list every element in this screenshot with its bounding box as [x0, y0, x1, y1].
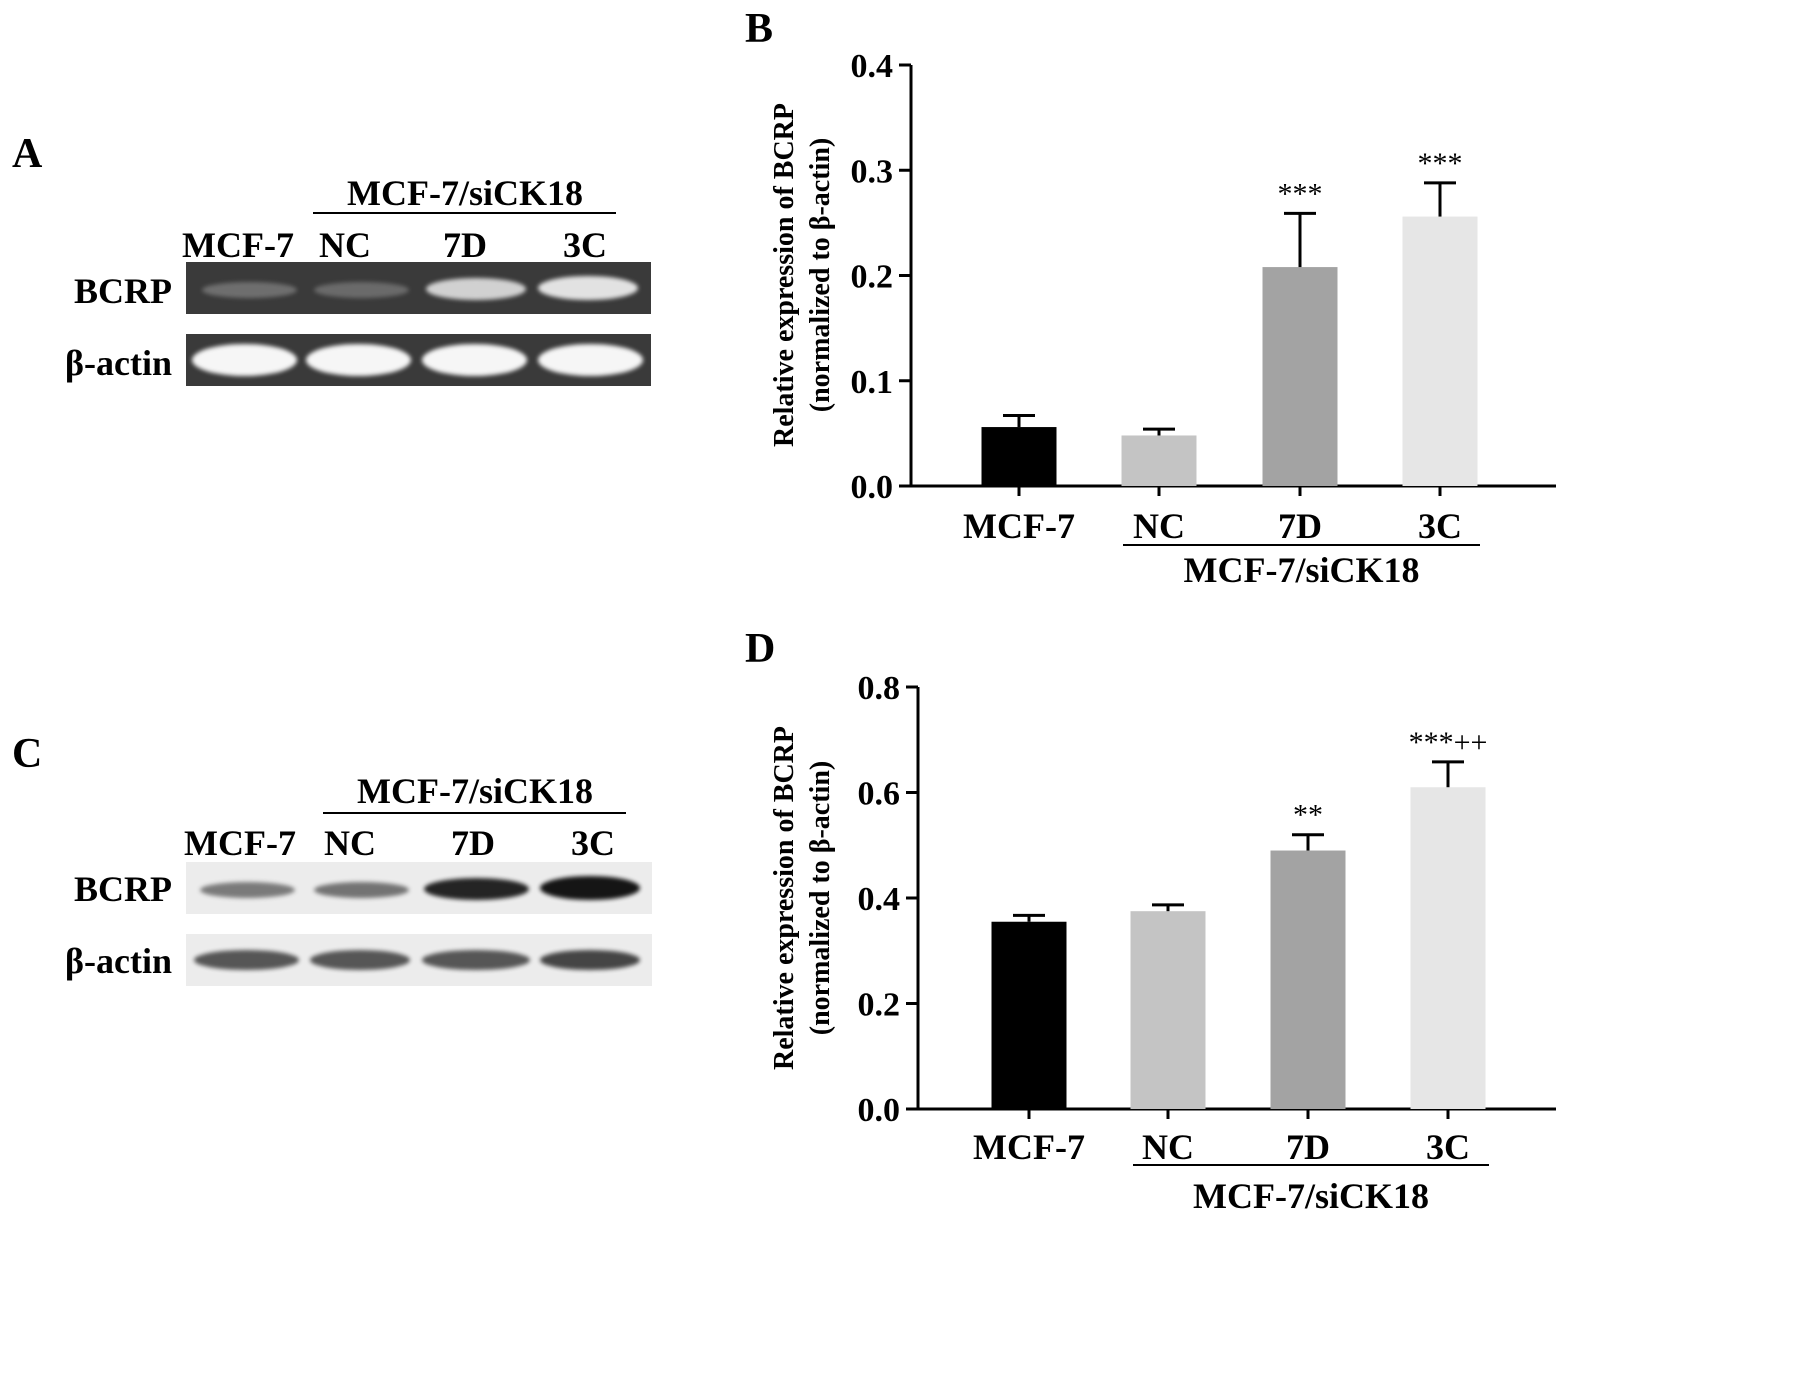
band-a-actin-3 [538, 344, 643, 376]
band-a-actin-0 [192, 344, 297, 376]
x-tick-label-0: MCF-7 [963, 506, 1075, 546]
y-tick-label-4: 0.8 [858, 670, 901, 707]
group-line-c [323, 812, 626, 814]
y-tick-label-3: 0.6 [858, 776, 901, 813]
band-c-bcrp-1 [314, 882, 409, 898]
bar-1 [1121, 435, 1197, 486]
x-tick-label-1: NC [1142, 1127, 1194, 1167]
group-label-c: MCF-7/siCK18 [357, 771, 593, 811]
band-a-actin-1 [306, 344, 411, 376]
band-a-bcrp-3 [538, 276, 638, 300]
y-tick-label-0: 0.0 [851, 469, 894, 506]
x-tick-label-2: 7D [1278, 506, 1322, 546]
gel-strip-a-bcrp [186, 262, 651, 314]
y-axis-title: Relative expression of BCRP (normalized t… [769, 103, 836, 447]
lane-label-a-1: NC [319, 225, 371, 265]
blot-strip-c-actin [186, 934, 652, 986]
bar-3 [1402, 216, 1478, 486]
band-c-actin-3 [540, 950, 640, 970]
x-tick-label-2: 7D [1286, 1127, 1330, 1167]
row-label-a-bcrp: BCRP [74, 271, 172, 311]
lane-label-a-2: 7D [443, 225, 487, 265]
row-label-c-actin: β-actin [65, 941, 172, 981]
row-label-a-actin: β-actin [65, 343, 172, 383]
lane-label-c-2: 7D [451, 823, 495, 863]
band-c-actin-0 [194, 950, 299, 970]
group-label-b: MCF-7/siCK18 [1184, 550, 1420, 590]
y-tick-label-1: 0.2 [858, 987, 901, 1024]
group-line-a [313, 212, 616, 214]
lane-label-a-3: 3C [563, 225, 607, 265]
lane-label-c-0: MCF-7 [184, 823, 296, 863]
y-axis-title-line2: (normalized to β-actin) [805, 138, 836, 412]
y-tick-label-2: 0.2 [851, 259, 894, 296]
band-c-actin-1 [310, 950, 410, 970]
y-tick-label-0: 0.0 [858, 1092, 901, 1129]
bar-1 [1130, 911, 1206, 1109]
panel-letter-d: D [745, 626, 776, 672]
band-a-actin-2 [422, 344, 527, 376]
bar-0 [991, 921, 1067, 1109]
y-tick-label-3: 0.3 [851, 153, 894, 190]
band-c-bcrp-0 [200, 882, 295, 898]
x-tick-label-3: 3C [1418, 506, 1462, 546]
bar-2 [1270, 850, 1346, 1109]
panel-letter-b: B [745, 6, 774, 52]
band-a-bcrp-0 [202, 282, 297, 298]
y-tick-label-4: 0.4 [851, 48, 894, 85]
y-axis-title-line2: (normalized to β-actin) [805, 761, 836, 1035]
gel-strip-a-actin [186, 334, 651, 386]
band-a-bcrp-1 [314, 282, 409, 298]
x-tick-label-0: MCF-7 [973, 1127, 1085, 1167]
group-label-d: MCF-7/siCK18 [1193, 1176, 1429, 1216]
panel-letter-c: C [12, 731, 43, 777]
lane-label-a-0: MCF-7 [182, 225, 294, 265]
lane-label-c-1: NC [324, 823, 376, 863]
y-tick-label-1: 0.1 [851, 364, 894, 401]
blot-strip-c-bcrp [186, 862, 652, 914]
significance-label-3: *** [1418, 147, 1463, 180]
band-c-bcrp-3 [540, 876, 640, 900]
x-tick-label-3: 3C [1426, 1127, 1470, 1167]
y-axis-title-line1: Relative expression of BCRP [769, 726, 800, 1070]
lane-label-c-3: 3C [571, 823, 615, 863]
bar-0 [981, 427, 1057, 486]
significance-label-3: ***++ [1409, 726, 1488, 759]
significance-label-2: ** [1293, 799, 1323, 832]
significance-label-2: *** [1278, 177, 1323, 210]
group-label-a: MCF-7/siCK18 [347, 173, 583, 213]
row-label-c-bcrp: BCRP [74, 869, 172, 909]
y-axis-title: Relative expression of BCRP (normalized t… [769, 726, 836, 1070]
x-tick-label-1: NC [1133, 506, 1185, 546]
band-a-bcrp-2 [426, 278, 526, 300]
y-tick-label-2: 0.4 [858, 881, 901, 918]
bar-2 [1262, 267, 1338, 486]
y-axis-title-line1: Relative expression of BCRP [769, 103, 800, 447]
panel-letter-a: A [12, 131, 43, 177]
band-c-actin-2 [422, 950, 530, 970]
bar-3 [1410, 787, 1486, 1109]
band-c-bcrp-2 [424, 878, 529, 900]
